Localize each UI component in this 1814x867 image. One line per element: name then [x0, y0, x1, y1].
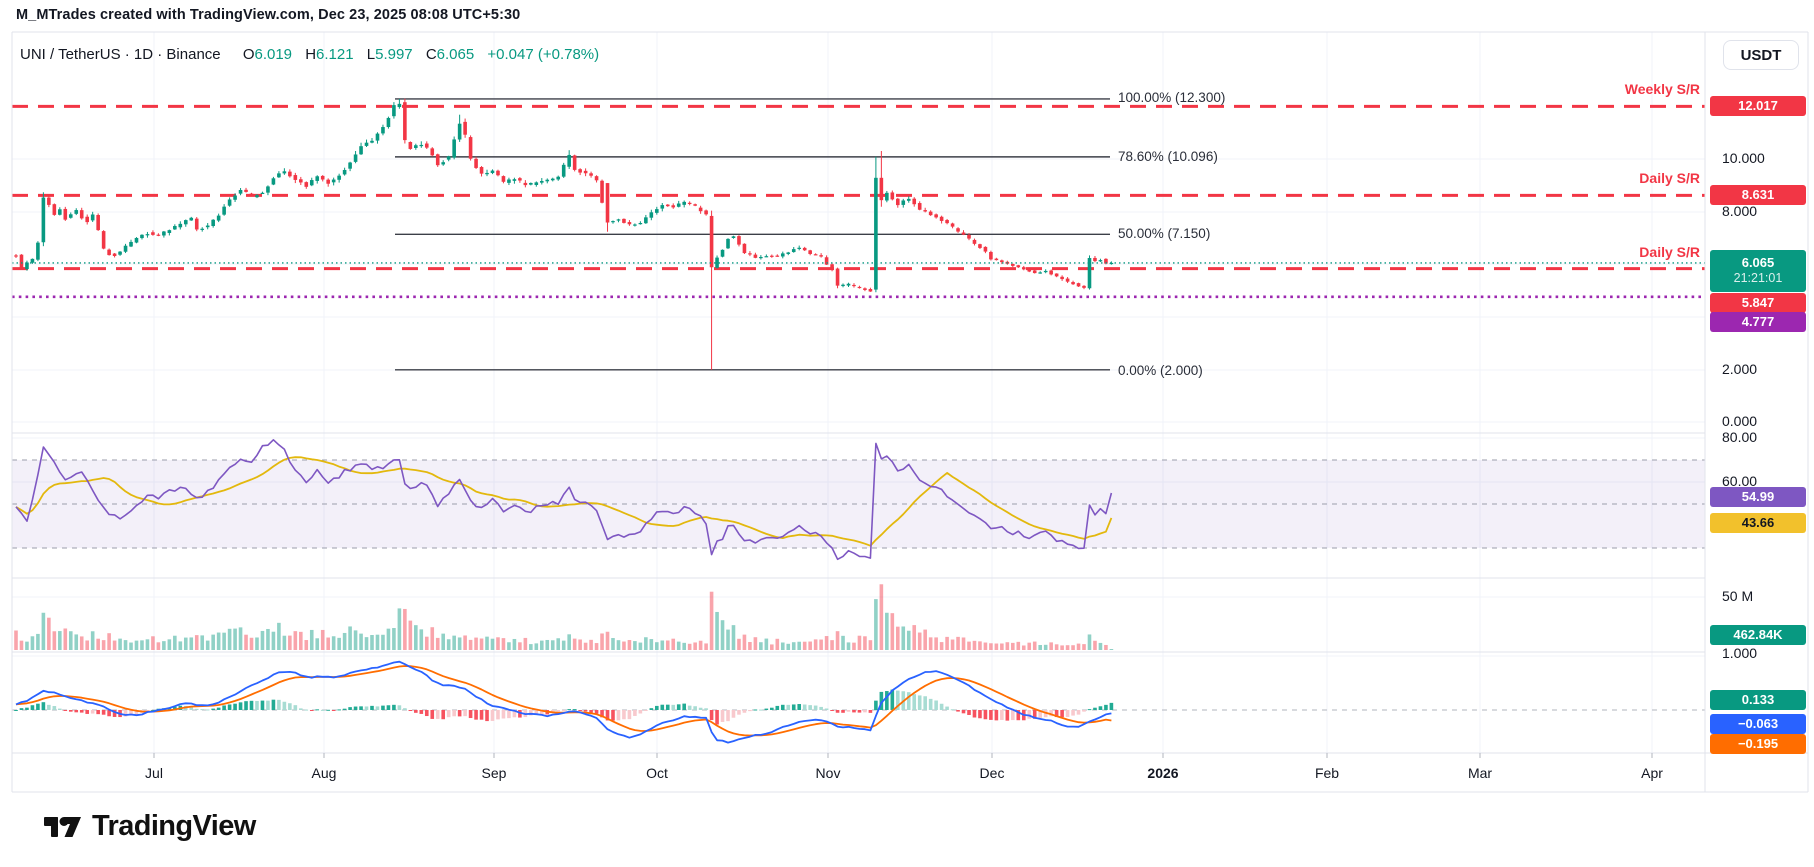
price-axis-label: 1.000 [1722, 645, 1758, 661]
price-axis-badge: 43.66 [1710, 513, 1806, 533]
fib-label-786[interactable]: 78.60% (10.096) [1118, 149, 1218, 164]
time-axis-label: Jul [145, 765, 163, 781]
price-axis-badge: 8.631 [1710, 185, 1806, 205]
price-change: +0.047 (+0.78%) [487, 46, 600, 63]
time-axis-label: Oct [646, 765, 668, 781]
macd-line [15, 660, 1112, 744]
price-axis-label: 60.00 [1722, 473, 1758, 489]
price-axis-badge: 6.065 21:21:01 [1710, 250, 1806, 292]
ohlc-open-label: O [242, 46, 255, 63]
time-axis-label: Feb [1314, 765, 1340, 781]
tradingview-logo[interactable]: TradingView [44, 810, 256, 843]
symbol-legend[interactable]: UNI / TetherUS · 1D · Binance O6.019 H6.… [20, 46, 599, 63]
time-axis-label: Mar [1467, 765, 1493, 781]
price-axis-badge: −0.063 [1710, 714, 1806, 734]
time-axis-label: 2026 [1147, 765, 1179, 781]
daily-sr-label-upper[interactable]: Daily S/R [1639, 170, 1700, 186]
fib-label-50[interactable]: 50.00% (7.150) [1118, 226, 1211, 241]
tradingview-logo-icon [44, 816, 81, 837]
rsi-line [15, 438, 1113, 561]
attribution-header: M_MTrades created with TradingView.com, … [16, 7, 521, 23]
price-axis-badge: 4.777 [1710, 312, 1806, 332]
time-axis-label: Aug [311, 765, 337, 781]
ohlc-low-label: L [366, 46, 376, 63]
price-axis-label: 50 M [1722, 588, 1754, 604]
ohlc-high-value: 6.121 [316, 46, 354, 63]
ohlc-low-value: 5.997 [375, 46, 413, 63]
price-axis-badge: 0.133 [1710, 690, 1806, 710]
time-axis-label: Sep [481, 765, 507, 781]
price-axis-label: 0.000 [1722, 413, 1758, 429]
tradingview-logo-text: TradingView [92, 810, 256, 842]
price-axis-label: 10.000 [1722, 150, 1765, 166]
ohlc-close-value: 6.065 [436, 46, 475, 63]
daily-sr-label-lower[interactable]: Daily S/R [1639, 244, 1700, 260]
price-axis-badge: 462.84K [1710, 625, 1806, 645]
ohlc-close-label: C [425, 46, 437, 63]
time-axis-label: Dec [979, 765, 1005, 781]
price-axis-label: 2.000 [1722, 361, 1758, 377]
countdown-timer: 21:21:01 [1733, 271, 1783, 286]
price-axis-badge: 12.017 [1710, 96, 1806, 116]
price-axis-label: 8.000 [1722, 203, 1758, 219]
fib-label-100[interactable]: 100.00% (12.300) [1118, 90, 1226, 105]
ohlc-high-label: H [305, 46, 317, 63]
price-axis-badge: 5.847 [1710, 293, 1806, 313]
currency-toggle-button[interactable]: USDT [1723, 40, 1799, 70]
fib-label-0[interactable]: 0.00% (2.000) [1118, 363, 1203, 378]
price-axis-badge: −0.195 [1710, 734, 1806, 754]
time-axis-label: Nov [815, 765, 841, 781]
ohlc-open-value: 6.019 [254, 46, 293, 63]
price-axis-badge: 54.99 [1710, 487, 1806, 507]
symbol-title[interactable]: UNI / TetherUS · 1D · Binance [20, 46, 221, 63]
time-axis-label: Apr [1641, 765, 1663, 781]
weekly-sr-label[interactable]: Weekly S/R [1624, 81, 1700, 97]
price-axis-label: 80.00 [1722, 429, 1758, 445]
